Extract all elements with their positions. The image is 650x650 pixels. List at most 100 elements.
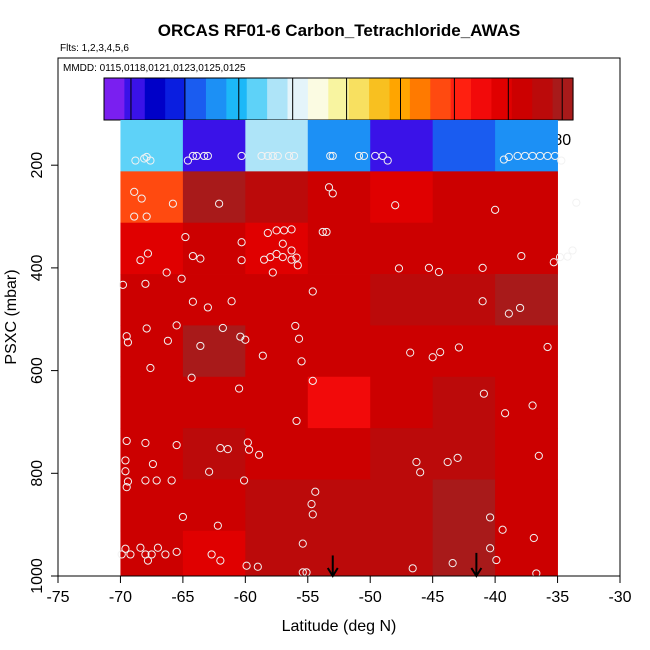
y-tick-label: 200	[29, 152, 46, 179]
sample-circle	[242, 561, 251, 570]
colorbar-block	[144, 78, 166, 120]
x-tick-label: -45	[421, 589, 444, 606]
sample-circle	[196, 341, 205, 351]
flights-note: Flts: 1,2,3,4,5,6	[60, 43, 129, 54]
sample-circle	[378, 151, 387, 161]
sample-circle	[383, 156, 392, 165]
x-axis-label: Latitude (deg N)	[282, 618, 397, 635]
sample-circle	[162, 268, 171, 277]
sample-circle	[289, 151, 299, 161]
sample-circle	[167, 476, 176, 485]
sample-circle	[122, 436, 131, 446]
heatmap-cell	[245, 376, 309, 429]
heatmap-cell	[307, 222, 371, 275]
heatmap-cells	[120, 120, 558, 577]
sample-circle	[126, 550, 135, 559]
heatmap-cell	[182, 171, 246, 224]
sample-circle	[297, 357, 306, 366]
heatmap-cell	[495, 530, 558, 577]
sample-circle	[528, 401, 537, 410]
sample-circle	[123, 477, 133, 486]
heatmap-cell	[432, 274, 496, 326]
sample-circle	[241, 335, 250, 344]
colorbar-block	[389, 78, 411, 120]
sample-circle	[141, 476, 150, 485]
sample-circle	[308, 287, 317, 296]
y-tick-label: 400	[29, 254, 46, 281]
sample-circle	[394, 264, 404, 273]
sample-circle	[572, 198, 581, 207]
y-tick-label: 800	[29, 460, 46, 487]
sample-markers	[117, 151, 581, 578]
sample-circle	[443, 457, 452, 467]
heatmap-cell	[495, 222, 558, 275]
sample-circle	[152, 476, 161, 485]
sample-circle	[308, 510, 317, 519]
sample-circle	[147, 550, 156, 559]
sample-circle	[183, 156, 192, 165]
heatmap-cell	[120, 171, 184, 224]
x-tick-label: -55	[296, 589, 319, 606]
heatmap-cell	[245, 479, 309, 532]
sample-circle	[121, 456, 130, 465]
sample-circle	[203, 151, 212, 161]
sample-circle	[311, 487, 320, 496]
sample-circle	[121, 544, 130, 553]
sample-circle	[406, 348, 415, 357]
heatmap-cell	[245, 171, 309, 224]
sample-circle	[491, 205, 500, 214]
sample-circle	[237, 238, 246, 247]
sample-circle	[243, 438, 252, 447]
heatmap-cell	[120, 530, 184, 577]
sample-circle	[391, 201, 400, 210]
sample-circle	[307, 500, 316, 509]
sample-circle	[498, 525, 507, 534]
heatmap-cell	[120, 325, 184, 378]
sample-circle	[237, 256, 246, 265]
heatmap-cell	[432, 530, 496, 577]
sample-circle	[121, 467, 130, 476]
heatmap-cell	[307, 274, 371, 326]
mmdd-note: MMDD: 0115,0118,0121,0123,0125,0125	[63, 63, 246, 74]
sample-circle	[454, 343, 463, 352]
heatmap-cell	[120, 274, 184, 326]
sample-circle	[549, 258, 558, 267]
sample-circle	[263, 228, 272, 238]
sample-circle	[278, 239, 287, 248]
colorbar-block	[124, 78, 146, 120]
sample-circle	[177, 274, 186, 283]
colorbar-block	[409, 78, 431, 120]
y-tick-label: 600	[29, 357, 46, 384]
sample-circle	[253, 562, 262, 571]
sample-circle	[146, 363, 155, 373]
heatmap-cell	[495, 479, 558, 532]
sample-circle	[239, 476, 249, 485]
sample-circle	[322, 227, 331, 237]
sample-circle	[161, 550, 170, 559]
sample-circle	[218, 323, 227, 333]
heatmap-cell	[120, 479, 184, 532]
sample-circle	[434, 267, 444, 277]
sample-circle	[141, 438, 150, 448]
sample-circle	[268, 151, 277, 161]
sample-circle	[237, 151, 246, 161]
heatmap-cell	[307, 428, 371, 480]
sample-circle	[504, 152, 513, 162]
heatmap-cell	[245, 222, 309, 275]
heatmap-cell	[182, 325, 246, 378]
sample-circle	[131, 156, 140, 165]
colorbar-block	[450, 78, 472, 120]
sample-circle	[318, 227, 327, 237]
sample-circle	[424, 263, 434, 272]
sample-circle	[412, 457, 421, 467]
sample-circle	[504, 309, 513, 318]
heatmap-cell	[182, 479, 246, 532]
colorbar-block	[328, 78, 350, 120]
y-tick-label: 1000	[29, 558, 46, 594]
sample-circle	[273, 151, 282, 161]
sample-circle	[223, 445, 232, 454]
sample-circle	[143, 556, 153, 565]
sample-circle	[298, 539, 307, 548]
heatmap-cell	[370, 376, 434, 429]
